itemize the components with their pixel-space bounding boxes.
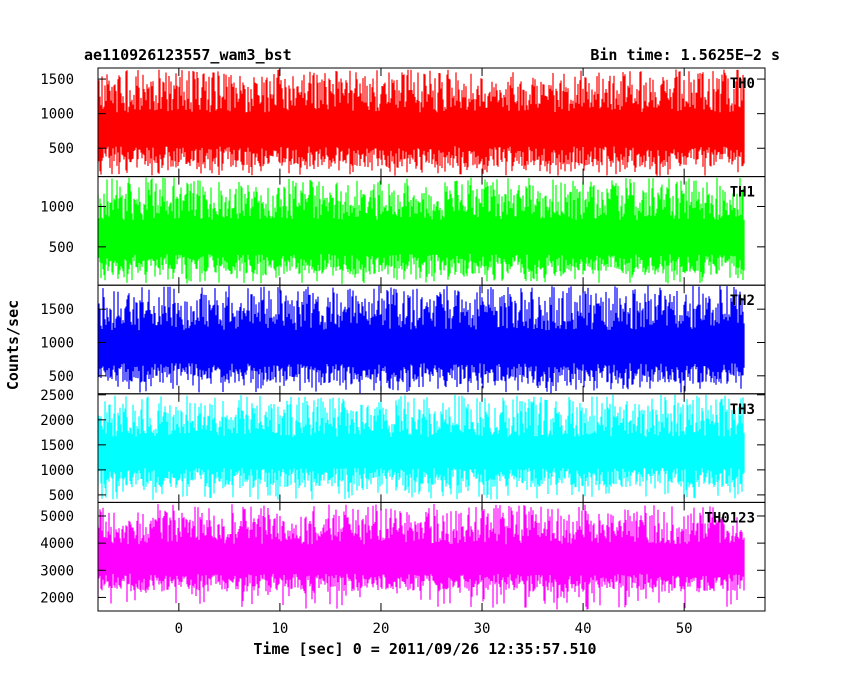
y-tick-label: 3000 <box>40 563 74 579</box>
y-tick-label: 500 <box>49 488 74 504</box>
y-tick-label: 1000 <box>40 107 74 123</box>
series-th2 <box>98 285 745 394</box>
panel-label-th1: TH1 <box>730 185 755 201</box>
panel-label-th3: TH3 <box>730 402 755 418</box>
y-tick-label: 2000 <box>40 413 74 429</box>
y-tick-label: 500 <box>49 141 74 157</box>
chart-title: ae110926123557_wam3_bst <box>84 46 292 64</box>
x-tick-label: 0 <box>175 621 183 637</box>
series-th0123 <box>98 504 745 610</box>
bin-time-label: Bin time: 1.5625E−2 s <box>590 46 780 64</box>
y-axis-label: Counts/sec <box>4 300 22 390</box>
panel-th0123: 2000 3000 4000 5000 TH0123 <box>40 501 766 612</box>
x-tick-label: 30 <box>474 621 491 637</box>
panel-th2: 500 1000 1500 TH2 <box>40 284 766 395</box>
y-tick-label: 1500 <box>40 72 74 88</box>
y-tick-label: 2500 <box>40 388 74 404</box>
panel-label-th0: TH0 <box>730 76 755 92</box>
x-axis-label: Time [sec] 0 = 2011/09/26 12:35:57.510 <box>253 640 596 658</box>
y-tick-label: 1500 <box>40 438 74 454</box>
x-axis: 0 10 20 30 40 50 <box>175 621 693 637</box>
series-th0 <box>98 69 745 176</box>
y-tick-label: 1000 <box>40 463 74 479</box>
x-tick-label: 10 <box>271 621 288 637</box>
panel-label-th2: TH2 <box>730 293 755 309</box>
y-tick-label: 2000 <box>40 590 74 606</box>
panel-th0: 500 1000 1500 TH0 <box>40 67 766 178</box>
y-tick-label: 1000 <box>40 199 74 215</box>
series-th3 <box>98 394 745 500</box>
x-tick-label: 50 <box>676 621 693 637</box>
x-tick-label: 40 <box>575 621 592 637</box>
panel-label-th0123: TH0123 <box>704 510 755 526</box>
panel-th1: 500 1000 TH1 <box>40 176 766 286</box>
y-tick-label: 4000 <box>40 536 74 552</box>
panel-frame <box>97 501 766 612</box>
y-tick-label: 500 <box>49 369 74 385</box>
x-tick-label: 20 <box>373 621 390 637</box>
series-th1 <box>98 177 745 284</box>
y-tick-label: 1500 <box>40 302 74 318</box>
y-tick-label: 5000 <box>40 509 74 525</box>
y-tick-label: 1000 <box>40 335 74 351</box>
y-tick-label: 500 <box>49 240 74 256</box>
panel-th3: 500 1000 1500 2000 2500 TH3 <box>40 388 766 504</box>
